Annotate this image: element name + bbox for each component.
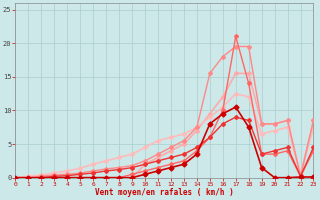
X-axis label: Vent moyen/en rafales ( km/h ): Vent moyen/en rafales ( km/h ): [95, 188, 234, 197]
